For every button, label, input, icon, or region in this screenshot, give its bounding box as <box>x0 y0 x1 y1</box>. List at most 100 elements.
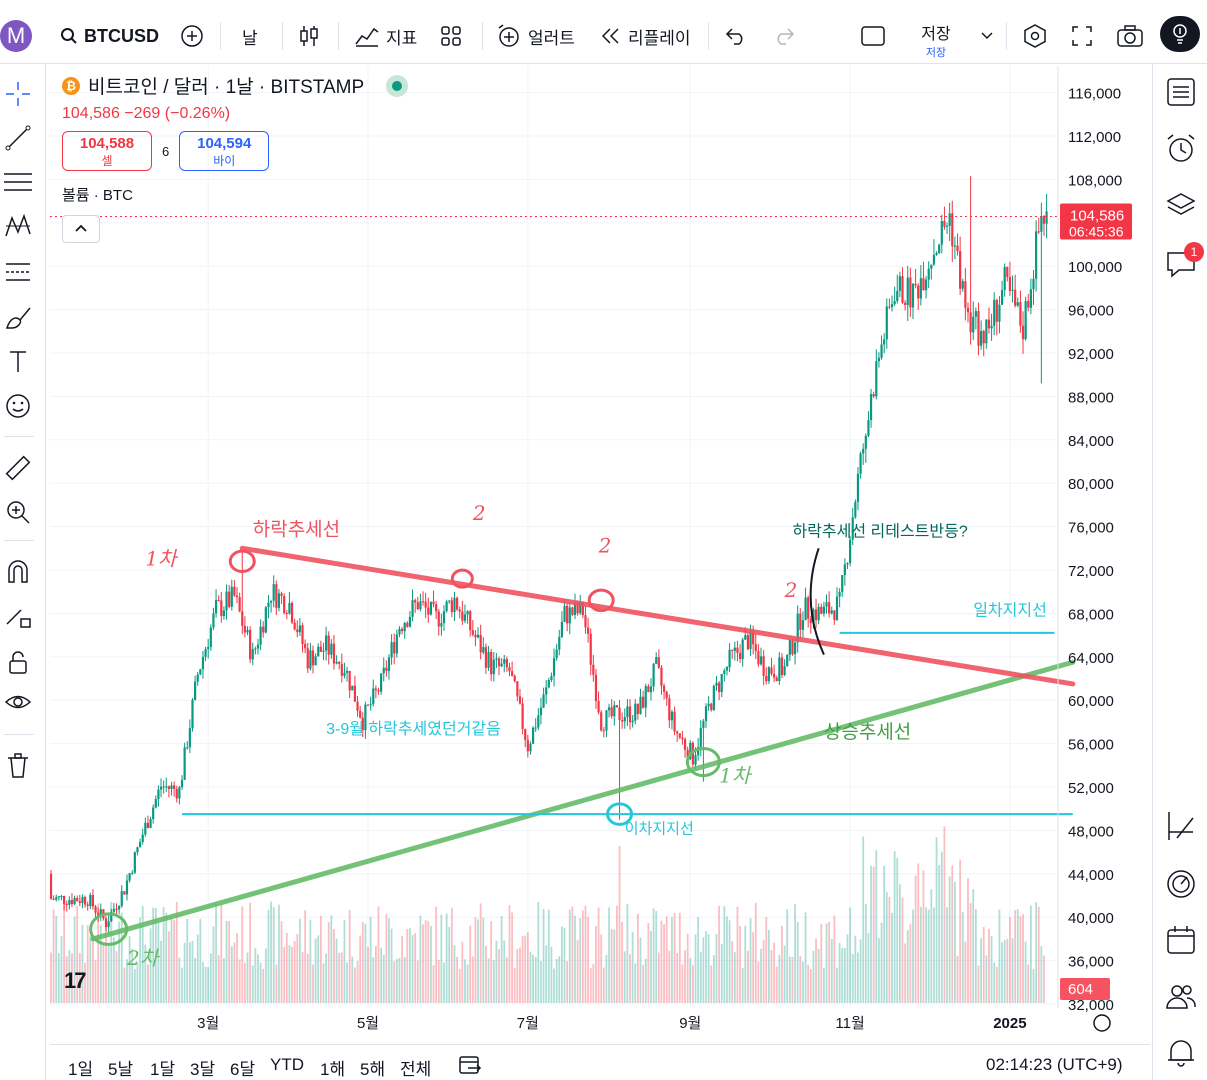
candle-body <box>469 611 472 631</box>
candle-body <box>817 606 820 621</box>
gauge-icon[interactable] <box>1165 868 1197 900</box>
save-button[interactable]: 저장 저장 <box>910 20 962 60</box>
price-tick: 52,000 <box>1068 780 1114 797</box>
candle-body <box>238 597 241 612</box>
range-all[interactable]: 전체 <box>400 1060 432 1079</box>
replay-button[interactable]: 리플레이 <box>600 22 691 50</box>
volume-bar <box>896 858 899 1003</box>
range-1d[interactable]: 1일 <box>68 1060 94 1079</box>
volume-bar <box>73 916 76 1003</box>
volume-bar <box>940 851 943 1003</box>
touch-circle <box>685 746 721 778</box>
volume-bar <box>327 922 330 1003</box>
candle-body <box>390 642 393 658</box>
collapse-legend-button[interactable] <box>62 215 100 243</box>
volume-bar <box>275 964 278 1003</box>
indicators-button[interactable]: 지표 <box>354 22 417 50</box>
candle-body <box>576 602 579 614</box>
range-1y[interactable]: 1해 <box>320 1060 346 1079</box>
candle-body <box>356 701 359 711</box>
volume-bar <box>482 917 485 1003</box>
text-icon[interactable] <box>4 348 32 376</box>
candle-body <box>180 779 184 788</box>
candle-body <box>400 628 404 632</box>
publish-idea-button[interactable] <box>1160 16 1200 52</box>
pattern-icon[interactable] <box>4 212 32 240</box>
lock-pencil-icon[interactable] <box>4 602 32 630</box>
trash-icon[interactable] <box>4 752 32 780</box>
fib-retracement-icon[interactable] <box>4 168 32 196</box>
range-ytd[interactable]: YTD <box>270 1055 304 1074</box>
emoji-icon[interactable] <box>4 392 32 420</box>
save-menu-button[interactable] <box>980 22 994 50</box>
volume-bar <box>636 913 639 1003</box>
crosshair-icon[interactable] <box>4 80 32 108</box>
volume-bar <box>676 952 679 1003</box>
candle-body <box>733 647 736 651</box>
sell-button[interactable]: 104,588 셀 <box>62 131 152 171</box>
forecast-icon[interactable] <box>4 258 32 286</box>
clock-timezone[interactable]: 02:14:23 (UTC+9) <box>986 1055 1123 1074</box>
volume-tag <box>1060 978 1110 1000</box>
fullscreen-button[interactable] <box>1070 22 1094 50</box>
eye-icon[interactable] <box>4 688 32 716</box>
chart-area[interactable]: 하락추세선 상승추세선 일차지지선 이차지지선 하락추세선 리테스트반등? 3-9월 하락… <box>50 66 1150 1041</box>
compare-button[interactable] <box>180 22 204 50</box>
magnet-icon[interactable] <box>4 558 32 586</box>
volume-bar <box>443 962 445 1003</box>
range-5y[interactable]: 5해 <box>360 1060 386 1079</box>
zoom-in-icon[interactable] <box>4 498 32 526</box>
volume-bar <box>919 906 922 1003</box>
redo-button[interactable] <box>772 22 796 50</box>
candle-body <box>222 610 226 617</box>
settings-button[interactable] <box>1022 22 1048 50</box>
symbol-search-button[interactable]: BTCUSD <box>60 22 159 50</box>
lock-icon[interactable] <box>4 648 32 676</box>
volume-bar <box>838 943 841 1003</box>
buy-button[interactable]: 104,594 바이 <box>179 131 270 171</box>
candle-body <box>542 694 545 708</box>
trend-line-icon[interactable] <box>4 124 32 152</box>
window-layout-button[interactable] <box>860 22 886 50</box>
layers-icon[interactable] <box>1165 190 1197 222</box>
snapshot-button[interactable] <box>1116 22 1144 50</box>
volume-bar <box>621 921 624 1003</box>
brush-icon[interactable] <box>4 304 32 332</box>
candle-body <box>560 621 563 638</box>
goto-date-icon[interactable] <box>458 1053 482 1077</box>
candle-body <box>146 822 150 828</box>
chart-type-button[interactable] <box>298 22 320 50</box>
community-icon[interactable] <box>1165 980 1197 1012</box>
indicators-icon <box>355 27 379 47</box>
price-tick: 84,000 <box>1068 433 1114 450</box>
candle-body <box>642 696 645 708</box>
candle-body <box>707 703 710 707</box>
pine-editor-icon[interactable] <box>1165 810 1197 842</box>
watchlist-icon[interactable] <box>1165 76 1197 108</box>
volume-bar <box>102 944 105 1003</box>
volume-bar <box>744 925 747 1003</box>
user-avatar[interactable]: M <box>0 20 32 52</box>
range-5d[interactable]: 5날 <box>108 1060 134 1079</box>
candle-body <box>411 600 414 617</box>
candle-body <box>154 799 157 808</box>
undo-button[interactable] <box>724 22 748 50</box>
volume-bar <box>616 905 618 1003</box>
interval-button[interactable]: 날 <box>242 22 258 50</box>
bell-icon[interactable] <box>1165 1036 1197 1068</box>
volume-bar <box>823 967 825 1003</box>
candle-body <box>138 841 142 848</box>
candle-body <box>495 658 498 660</box>
calendar-icon[interactable] <box>1165 924 1197 956</box>
range-3m[interactable]: 3달 <box>190 1060 216 1079</box>
ruler-icon[interactable] <box>4 454 32 482</box>
volume-bar <box>652 908 655 1003</box>
range-6m[interactable]: 6달 <box>230 1060 256 1079</box>
range-1m[interactable]: 1달 <box>150 1060 176 1079</box>
alert-button[interactable]: 얼러트 <box>496 22 575 50</box>
alarm-clock-icon[interactable] <box>1165 132 1197 164</box>
layouts-button[interactable] <box>440 22 462 50</box>
candle-body <box>959 251 962 289</box>
volume-legend: 볼륨 · BTC <box>62 187 133 204</box>
